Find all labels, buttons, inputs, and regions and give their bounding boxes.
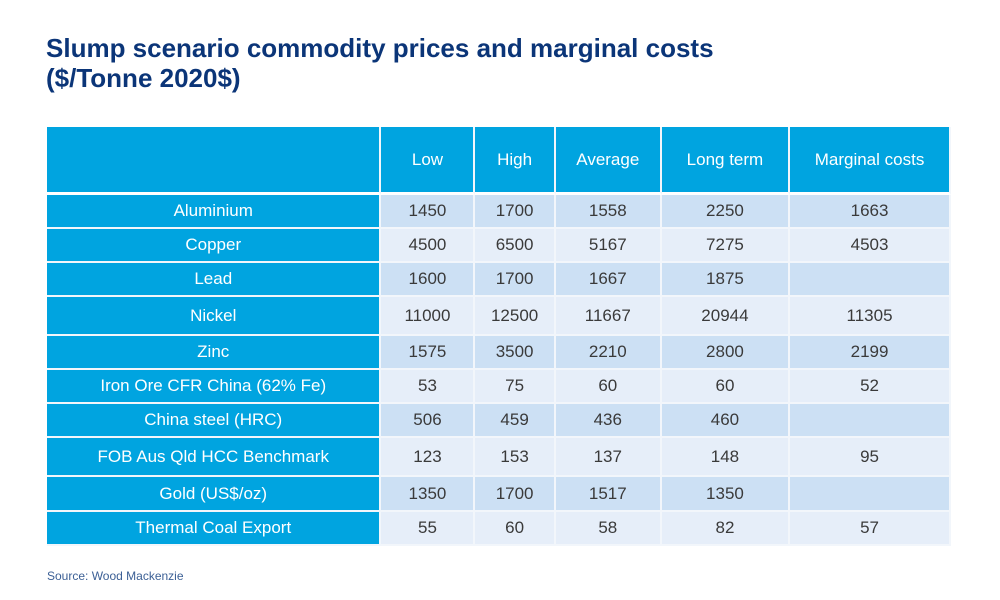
table-cell: 2800 — [661, 336, 791, 370]
table-cell: 1700 — [475, 477, 556, 512]
row-label: China steel (HRC) — [47, 404, 382, 438]
column-header: Low — [381, 127, 476, 195]
table-row: Copper 4500 6500 5167 7275 4503 — [47, 229, 951, 263]
table-cell: 12500 — [475, 297, 556, 336]
table-cell: 1350 — [381, 477, 476, 512]
chart-title: Slump scenario commodity prices and marg… — [46, 33, 714, 93]
header-row: Low High Average Long term Marginal costs — [47, 127, 951, 195]
source-note: Source: Wood Mackenzie — [47, 569, 184, 583]
table-cell: 1517 — [555, 477, 662, 512]
table-cell: 436 — [555, 404, 662, 438]
table-cell: 7275 — [661, 229, 791, 263]
row-label: Aluminium — [47, 195, 382, 229]
row-label: Nickel — [47, 297, 382, 336]
table-row: Aluminium 1450 1700 1558 2250 1663 — [47, 195, 951, 229]
table-cell: 460 — [661, 404, 791, 438]
table-cell: 82 — [661, 512, 791, 546]
table-cell: 459 — [475, 404, 556, 438]
table-cell — [790, 477, 951, 512]
table-cell: 11000 — [381, 297, 476, 336]
row-label: Lead — [47, 263, 382, 297]
table-row: Lead 1600 1700 1667 1875 — [47, 263, 951, 297]
table-cell: 2250 — [661, 195, 791, 229]
column-header: Marginal costs — [790, 127, 951, 195]
table-cell: 1450 — [381, 195, 476, 229]
table-cell: 5167 — [555, 229, 662, 263]
table-cell: 1663 — [790, 195, 951, 229]
table-cell: 3500 — [475, 336, 556, 370]
table-cell: 148 — [661, 438, 791, 477]
table-cell: 2210 — [555, 336, 662, 370]
column-header: High — [475, 127, 556, 195]
table-cell: 506 — [381, 404, 476, 438]
table-cell: 4500 — [381, 229, 476, 263]
table-cell: 57 — [790, 512, 951, 546]
table-cell — [790, 263, 951, 297]
table-cell: 60 — [475, 512, 556, 546]
row-label: Iron Ore CFR China (62% Fe) — [47, 370, 382, 404]
table-cell: 20944 — [661, 297, 791, 336]
table-cell: 53 — [381, 370, 476, 404]
table-row: FOB Aus Qld HCC Benchmark 123 153 137 148 95 — [47, 438, 951, 477]
column-header: Average — [555, 127, 662, 195]
table-cell: 1600 — [381, 263, 476, 297]
commodity-price-table: Low High Average Long term Marginal costs Alu… — [47, 127, 951, 546]
table-cell: 11667 — [555, 297, 662, 336]
table-cell: 1875 — [661, 263, 791, 297]
table-cell: 95 — [790, 438, 951, 477]
table-cell: 1558 — [555, 195, 662, 229]
table-cell: 60 — [661, 370, 791, 404]
table-cell: 6500 — [475, 229, 556, 263]
table-cell: 2199 — [790, 336, 951, 370]
table-cell: 11305 — [790, 297, 951, 336]
row-label: Copper — [47, 229, 382, 263]
table-row: Zinc 1575 3500 2210 2800 2199 — [47, 336, 951, 370]
table-row: China steel (HRC) 506 459 436 460 — [47, 404, 951, 438]
column-header — [47, 127, 382, 195]
table-cell: 75 — [475, 370, 556, 404]
table-cell: 1700 — [475, 263, 556, 297]
table-cell: 52 — [790, 370, 951, 404]
table-row: Gold (US$/oz) 1350 1700 1517 1350 — [47, 477, 951, 512]
table-cell: 137 — [555, 438, 662, 477]
table-cell: 123 — [381, 438, 476, 477]
table-cell: 55 — [381, 512, 476, 546]
table-cell — [790, 404, 951, 438]
column-header: Long term — [661, 127, 791, 195]
table-cell: 58 — [555, 512, 662, 546]
table-cell: 153 — [475, 438, 556, 477]
row-label: Gold (US$/oz) — [47, 477, 382, 512]
row-label: Thermal Coal Export — [47, 512, 382, 546]
table-cell: 1575 — [381, 336, 476, 370]
table-cell: 60 — [555, 370, 662, 404]
table-cell: 4503 — [790, 229, 951, 263]
row-label: FOB Aus Qld HCC Benchmark — [47, 438, 382, 477]
table-row: Nickel 11000 12500 11667 20944 11305 — [47, 297, 951, 336]
table-row: Iron Ore CFR China (62% Fe) 53 75 60 60 52 — [47, 370, 951, 404]
table-cell: 1667 — [555, 263, 662, 297]
table-cell: 1700 — [475, 195, 556, 229]
table-row: Thermal Coal Export 55 60 58 82 57 — [47, 512, 951, 546]
table-cell: 1350 — [661, 477, 791, 512]
row-label: Zinc — [47, 336, 382, 370]
